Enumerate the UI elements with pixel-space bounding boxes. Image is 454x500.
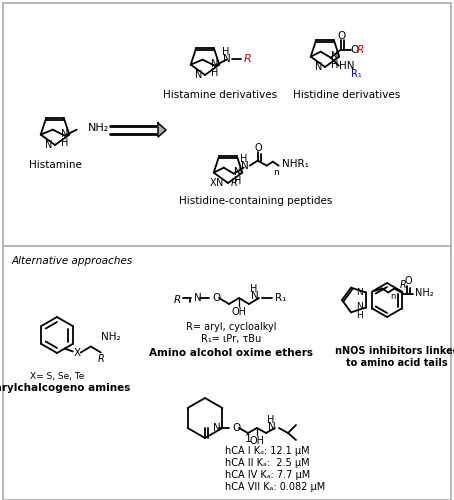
Text: hCA IV Kₐ: 7.7 μM: hCA IV Kₐ: 7.7 μM xyxy=(225,470,310,480)
Text: H: H xyxy=(233,176,241,186)
Text: Alternative approaches: Alternative approaches xyxy=(12,256,133,266)
Text: X: X xyxy=(73,348,80,358)
Text: n: n xyxy=(390,292,396,301)
Text: O: O xyxy=(351,44,359,54)
Text: N: N xyxy=(316,62,323,72)
Text: H: H xyxy=(267,415,275,425)
Text: R: R xyxy=(357,44,364,54)
Text: Histidine derivatives: Histidine derivatives xyxy=(293,90,400,100)
Text: N: N xyxy=(195,70,202,80)
Text: H: H xyxy=(250,284,258,294)
Text: NH₂: NH₂ xyxy=(88,122,109,132)
Text: hCA VII Kₐ: 0.082 μM: hCA VII Kₐ: 0.082 μM xyxy=(225,482,325,492)
Text: hCA I Kₐ: 12.1 μM: hCA I Kₐ: 12.1 μM xyxy=(225,446,310,456)
Text: N: N xyxy=(331,50,338,60)
Text: OH: OH xyxy=(232,307,247,317)
Text: O: O xyxy=(212,293,220,303)
Text: R₁= ιPr, τBu: R₁= ιPr, τBu xyxy=(201,334,261,344)
Text: R: R xyxy=(244,54,252,64)
Text: R= aryl, cycloalkyl: R= aryl, cycloalkyl xyxy=(186,322,276,332)
Text: N: N xyxy=(268,422,276,432)
Text: nNOS inhibitors linked
to amino acid tails: nNOS inhibitors linked to amino acid tai… xyxy=(335,346,454,368)
Polygon shape xyxy=(158,123,166,137)
Text: R: R xyxy=(230,178,237,188)
Text: hCA II Kₐ:  2.5 μM: hCA II Kₐ: 2.5 μM xyxy=(225,458,310,468)
Text: NHR₁: NHR₁ xyxy=(282,158,309,168)
Text: R₁: R₁ xyxy=(275,293,286,303)
Text: X: X xyxy=(210,178,216,188)
Text: H: H xyxy=(222,46,229,56)
Text: N: N xyxy=(216,178,224,188)
Text: Histamine derivatives: Histamine derivatives xyxy=(163,90,277,100)
Text: H: H xyxy=(211,68,218,78)
Text: N: N xyxy=(45,140,53,150)
Text: N: N xyxy=(233,166,241,176)
Text: 1: 1 xyxy=(245,434,252,444)
Text: R: R xyxy=(98,354,104,364)
Text: Histamine: Histamine xyxy=(29,160,81,170)
Text: X= S, Se, Te: X= S, Se, Te xyxy=(30,372,84,381)
Bar xyxy=(3,246,451,500)
Text: R: R xyxy=(400,280,407,290)
Text: HN: HN xyxy=(339,60,354,70)
Text: OH: OH xyxy=(250,436,265,446)
Text: R: R xyxy=(174,295,181,305)
Text: N: N xyxy=(194,293,202,303)
Text: R₁: R₁ xyxy=(351,68,361,78)
Text: N: N xyxy=(223,54,231,64)
Text: H: H xyxy=(331,60,338,70)
Text: O: O xyxy=(338,30,346,40)
Text: NH₂: NH₂ xyxy=(101,332,120,342)
Text: n: n xyxy=(273,168,279,177)
Text: N: N xyxy=(251,291,259,301)
Text: N: N xyxy=(60,128,68,138)
Text: H: H xyxy=(60,138,68,147)
Text: H: H xyxy=(356,311,363,320)
Text: H: H xyxy=(240,154,247,164)
Text: N: N xyxy=(213,423,221,433)
Text: O: O xyxy=(405,276,412,286)
Text: O: O xyxy=(255,142,262,152)
Text: N: N xyxy=(241,160,249,170)
Text: β-arylchalcogeno amines: β-arylchalcogeno amines xyxy=(0,383,131,393)
Text: Histidine-containing peptides: Histidine-containing peptides xyxy=(179,196,333,206)
Text: N: N xyxy=(356,302,363,311)
Bar xyxy=(3,3,451,248)
Text: N: N xyxy=(211,58,218,68)
Text: N: N xyxy=(356,288,363,297)
Text: O: O xyxy=(232,423,240,433)
Text: NH₂: NH₂ xyxy=(415,288,434,298)
Text: Amino alcohol oxime ethers: Amino alcohol oxime ethers xyxy=(149,348,313,358)
